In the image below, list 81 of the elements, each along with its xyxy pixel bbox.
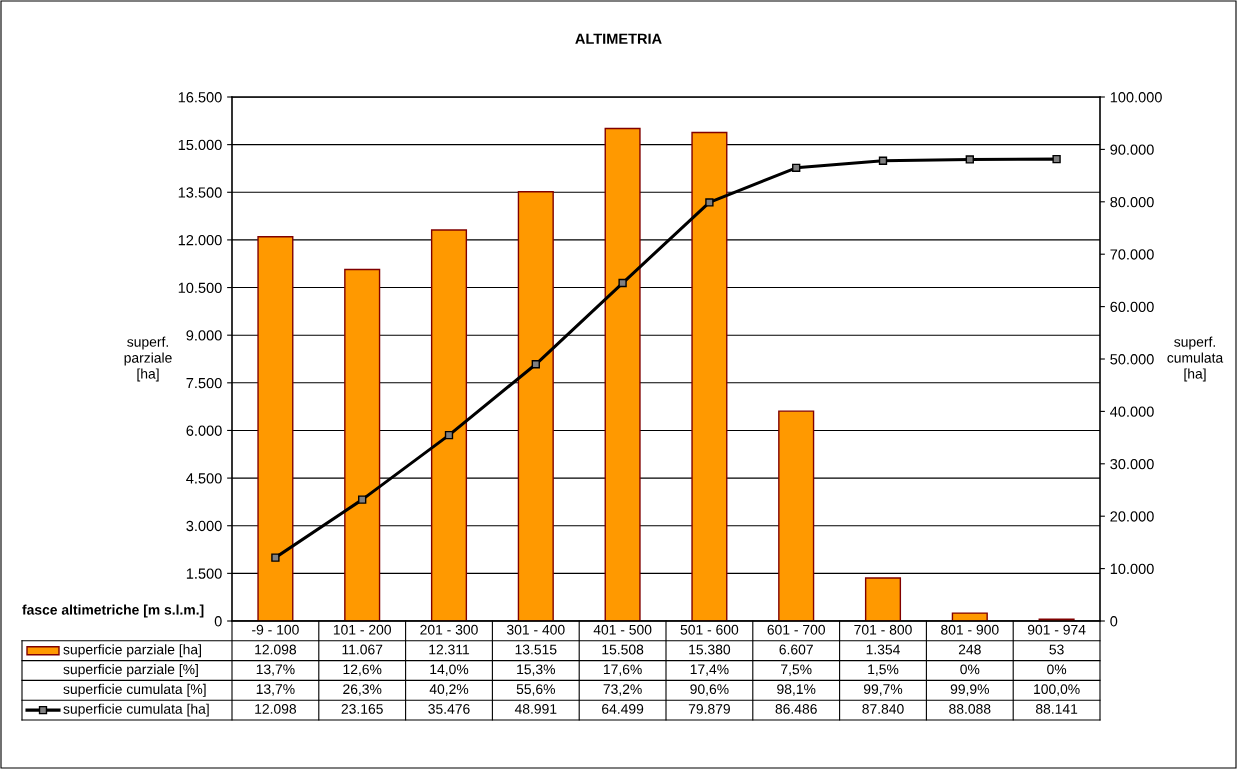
- text: 0%: [960, 664, 980, 675]
- text: 14,0%: [430, 664, 469, 676]
- text: superficie parziale [%]: [63, 664, 198, 677]
- y-tick-label: 12.000: [178, 235, 222, 246]
- y-tick-label: 13.500: [178, 187, 222, 198]
- y2-tick-label: 40.000: [1110, 406, 1154, 417]
- data-label: 248: [958, 644, 981, 655]
- y-tick-label: 3.000: [186, 520, 222, 532]
- y-tick-label: 6.000: [186, 425, 222, 436]
- text: 13,7%: [256, 684, 295, 696]
- x-tick-label: 201 - 300: [420, 624, 478, 635]
- y2-tick-label: 20.000: [1110, 511, 1154, 522]
- text: 1,5%: [868, 664, 899, 676]
- legend-label: superficie cumulata [ha]: [63, 703, 209, 717]
- y-axis-title: superf. parziale [ha]: [124, 336, 172, 382]
- text: 7,5%: [781, 664, 812, 676]
- data-label: 48.991: [514, 703, 557, 714]
- x-tick-label: 701 - 800: [854, 624, 912, 635]
- data-label: 35.476: [428, 703, 470, 714]
- data-label: 6.607: [779, 644, 813, 655]
- y2-tick-label: 0: [1110, 616, 1118, 627]
- y-tick-label: 1.500: [186, 568, 222, 579]
- y2-axis-title: superf. cumulata [ha]: [1167, 336, 1224, 382]
- chart-title: ALTIMETRIA: [575, 33, 662, 44]
- y-tick-label: 16.500: [178, 92, 222, 103]
- y2-tick-label: 80.000: [1110, 196, 1154, 208]
- text: 15,3%: [517, 664, 555, 676]
- text: 0%: [1047, 664, 1067, 675]
- x-tick-label: -9 - 100: [252, 624, 299, 635]
- y-tick-label: 0: [214, 616, 222, 627]
- x-tick-label: 401 - 500: [593, 624, 652, 635]
- x-tick-label: 901 - 974: [1027, 624, 1086, 635]
- text: 90,6%: [690, 684, 729, 696]
- y2-tick-label: 30.000: [1110, 458, 1154, 470]
- x-tick-label: 601 - 700: [767, 624, 825, 635]
- y-tick-label: 15.000: [178, 139, 222, 151]
- x-tick-label: 501 - 600: [680, 624, 739, 635]
- data-label: 86.486: [775, 703, 817, 714]
- data-label: 11.067: [342, 644, 383, 655]
- text: 26,3%: [343, 684, 382, 696]
- data-label: 15.380: [689, 644, 731, 655]
- text: 12,6%: [343, 664, 382, 676]
- y2-tick-label: 50.000: [1110, 354, 1154, 365]
- data-label: 15.508: [602, 644, 644, 655]
- data-label: 13.515: [515, 644, 557, 655]
- text: 40,2%: [429, 684, 469, 696]
- text: 98,1%: [777, 684, 816, 696]
- data-label: 88.088: [949, 703, 991, 714]
- text: superficie cumulata [%]: [63, 683, 206, 697]
- y-tick-label: 4.500: [186, 473, 222, 484]
- y2-tick-label: 70.000: [1110, 249, 1154, 260]
- y2-tick-label: 90.000: [1110, 144, 1154, 155]
- text: 99,7%: [863, 684, 903, 696]
- data-label: 1.354: [866, 644, 900, 655]
- data-label: 12.098: [255, 644, 297, 655]
- data-label: 23.165: [341, 703, 383, 714]
- data-label: 12.311: [429, 644, 470, 655]
- text: 13,7%: [256, 664, 295, 676]
- data-label: 79.879: [688, 703, 730, 714]
- y-tick-label: 7.500: [186, 377, 222, 389]
- text: 100,0%: [1034, 684, 1080, 696]
- x-tick-label: 801 - 900: [941, 624, 999, 635]
- x-tick-label: 301 - 400: [506, 624, 565, 635]
- data-label: 64.499: [602, 703, 644, 714]
- data-label: 88.141: [1035, 703, 1078, 714]
- data-label: 87.840: [862, 703, 904, 714]
- x-tick-label: 101 - 200: [333, 624, 391, 635]
- y2-tick-label: 10.000: [1110, 563, 1154, 575]
- legend-label: superficie parziale [ha]: [63, 644, 201, 658]
- y2-tick-label: 60.000: [1110, 301, 1154, 313]
- text: 99,9%: [950, 684, 989, 696]
- text: 55,6%: [516, 684, 555, 696]
- data-label: 12.098: [255, 703, 297, 714]
- text: 73,2%: [603, 684, 642, 696]
- x-axis-title: fasce altimetriche [m s.l.m.]: [22, 604, 204, 618]
- data-label: 53: [1049, 644, 1064, 655]
- text: 17,4%: [690, 664, 729, 676]
- y-tick-label: 10.500: [178, 282, 222, 293]
- y2-tick-label: 100.000: [1110, 92, 1162, 103]
- text: 17,6%: [603, 664, 642, 676]
- y-tick-label: 9.000: [186, 330, 222, 341]
